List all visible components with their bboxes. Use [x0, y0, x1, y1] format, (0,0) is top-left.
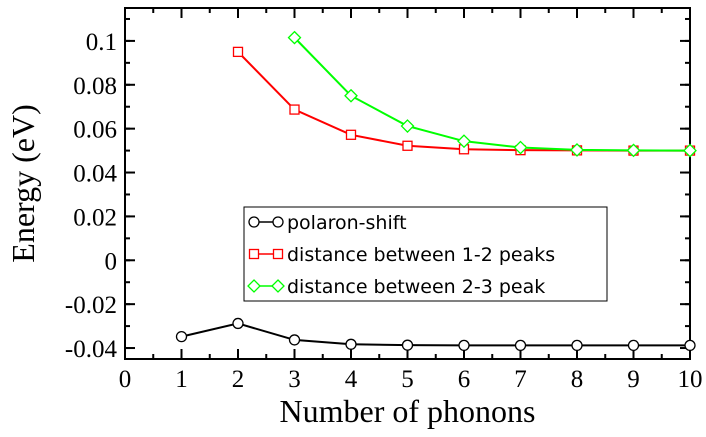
series-0 [175, 317, 696, 352]
data-point-circle [458, 339, 470, 352]
data-point-circle [248, 216, 260, 228]
data-point-diamond [457, 134, 471, 149]
data-point-circle [627, 339, 640, 352]
data-point-circle [514, 339, 527, 352]
data-point-square [248, 248, 260, 260]
legend-item: distance between 2-3 peak [247, 276, 545, 298]
axis-ticks [124, 8, 691, 359]
data-point-diamond [513, 140, 528, 155]
y-axis-label: Energy (eV) [5, 104, 41, 262]
data-point-circle [345, 338, 357, 350]
legend: polaron-shift distance between 1-2 peaks d… [243, 206, 608, 302]
y-tick-label: 0.08 [73, 73, 117, 100]
x-tick-label: 6 [458, 366, 471, 393]
data-point-circle [175, 330, 188, 343]
y-tick-label: 0 [105, 248, 118, 275]
data-point-square [345, 129, 357, 140]
y-tick-label: -0.04 [65, 336, 118, 363]
legend-label: polaron-shift [287, 212, 407, 234]
data-point-circle [571, 339, 583, 352]
x-tick-label: 9 [627, 366, 640, 393]
y-tick-label: -0.02 [65, 292, 117, 319]
x-tick-label: 3 [288, 366, 301, 393]
data-point-diamond [570, 143, 584, 157]
data-point-square [289, 104, 300, 115]
data-point-diamond [344, 88, 358, 103]
data-point-diamond [626, 143, 641, 158]
data-point-circle [288, 334, 301, 346]
y-tick-label: 0.02 [73, 204, 117, 231]
legend-label: distance between 1-2 peaks [287, 244, 555, 266]
x-tick-label: 5 [401, 366, 414, 393]
data-point-circle [232, 317, 244, 330]
series-2 [287, 30, 697, 158]
legend-label: distance between 2-3 peak [287, 276, 545, 298]
y-tick-label: 0.04 [73, 161, 117, 188]
x-axis-label: Number of phonons [280, 393, 536, 429]
data-point-square [402, 140, 413, 151]
series-line [181, 322, 690, 347]
y-tick-label: 0.1 [86, 29, 117, 56]
x-tick-label: 0 [119, 366, 132, 393]
x-tick-label: 8 [571, 366, 584, 393]
data-point-diamond [247, 279, 261, 293]
data-point-circle [684, 339, 696, 352]
data-point-diamond [271, 279, 285, 293]
x-tick-label: 10 [678, 366, 703, 393]
data-point-diamond [287, 30, 302, 45]
legend-item: polaron-shift [248, 212, 407, 234]
y-tick-label: 0.06 [73, 117, 117, 144]
series-line [293, 36, 691, 152]
x-tick-label: 7 [514, 366, 527, 393]
data-point-circle [272, 216, 284, 228]
data-point-diamond [400, 119, 415, 133]
x-tick-label: 1 [175, 366, 188, 393]
data-point-square [272, 248, 284, 260]
x-tick-label: 2 [232, 366, 245, 393]
x-tick-label: 4 [345, 366, 358, 393]
data-point-diamond [683, 143, 697, 158]
legend-box [243, 206, 608, 302]
plot-frame [124, 7, 691, 360]
tick-labels: 0 1 2 3 4 5 6 7 8 9 10 -0.04 -0.02 0 0.02 0.04 0.06 0.08 0… [65, 29, 703, 393]
data-point-square [232, 46, 244, 58]
data-point-circle [401, 339, 414, 351]
series-layer [175, 30, 697, 352]
legend-item: distance between 1-2 peaks [248, 244, 555, 266]
